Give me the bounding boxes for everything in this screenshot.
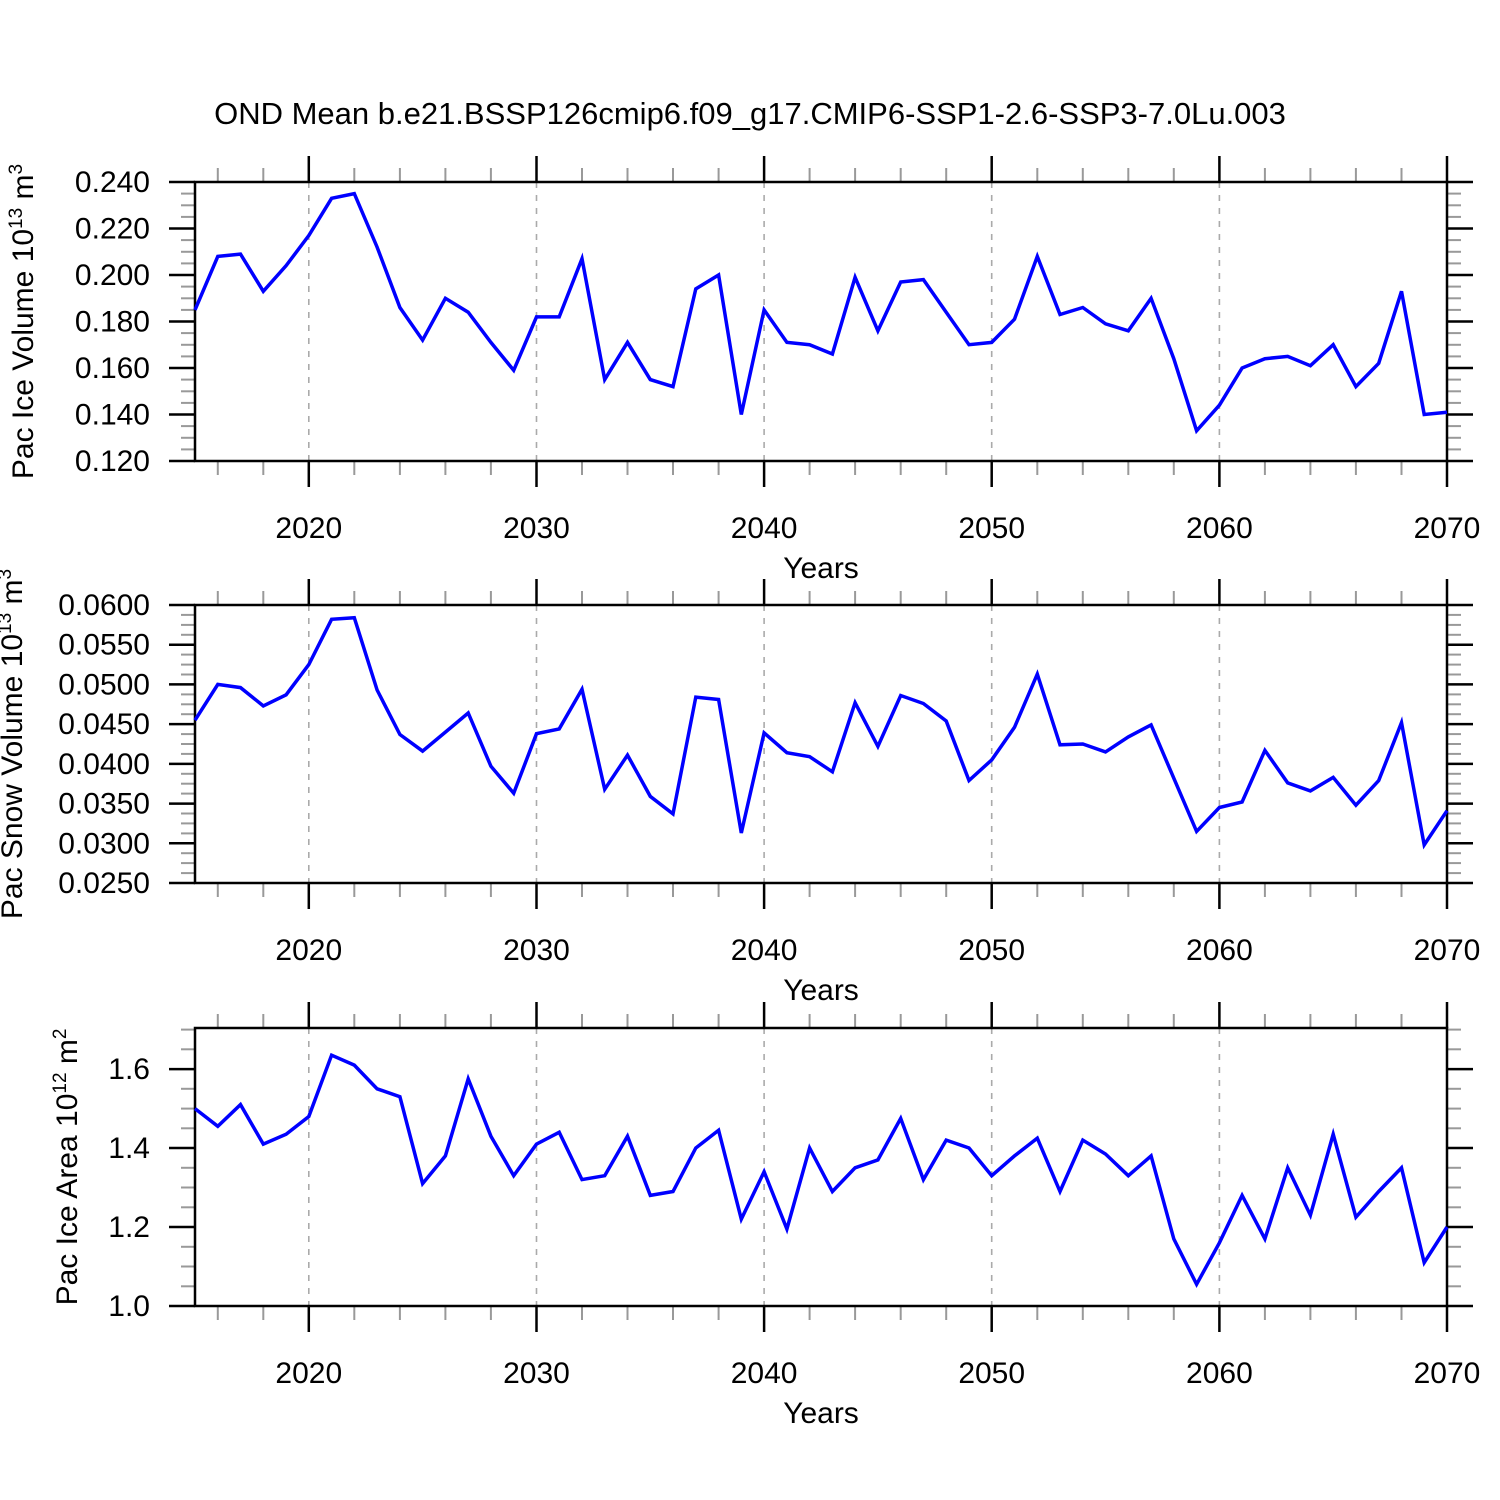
y-tick-label: 0.0250 [58, 867, 150, 900]
y-tick-label: 0.200 [75, 259, 150, 292]
x-tick-label: 2050 [958, 512, 1025, 545]
x-tick-label: 2060 [1186, 934, 1253, 967]
y-tick-label: 0.0550 [58, 629, 150, 662]
x-tick-label: 2060 [1186, 512, 1253, 545]
y-axis-title-superscript: 13 [0, 613, 16, 634]
x-tick-label: 2040 [731, 934, 798, 967]
y-axis-title-superscript: 13 [6, 208, 27, 229]
x-tick-label: 2030 [503, 512, 570, 545]
y-tick-label: 0.160 [75, 352, 150, 385]
x-tick-label: 2020 [275, 512, 342, 545]
y-axis-title-text: Pac Ice Volume 10 [7, 229, 40, 479]
y-tick-label: 1.0 [108, 1290, 150, 1323]
y-axis-title-text: Pac Snow Volume 10 [0, 634, 29, 919]
x-tick-label: 2050 [958, 1357, 1025, 1390]
y-axis-title-superscript: 3 [6, 164, 27, 175]
x-tick-label: 2070 [1414, 512, 1481, 545]
y-axis-title-superscript: 12 [50, 1072, 71, 1093]
plot-border [193, 1026, 1449, 1308]
y-tick-label: 0.0350 [58, 788, 150, 821]
x-tick-label: 2070 [1414, 1357, 1481, 1390]
y-tick-label: 0.0400 [58, 748, 150, 781]
y-tick-label: 0.0300 [58, 827, 150, 860]
y-tick-label: 0.140 [75, 399, 150, 432]
y-tick-label: 1.2 [108, 1211, 150, 1244]
y-axis-title: Pac Ice Area 1012 m2 [50, 1029, 84, 1306]
x-tick-label: 2040 [731, 512, 798, 545]
y-tick-label: 0.180 [75, 306, 150, 339]
y-axis-title: Pac Snow Volume 1013 m3 [0, 569, 29, 919]
y-axis-title-text: m [51, 1039, 84, 1072]
y-tick-label: 0.0600 [58, 589, 150, 622]
figure-title: OND Mean b.e21.BSSP126cmip6.f09_g17.CMIP… [214, 96, 1286, 131]
x-tick-label: 2020 [275, 1357, 342, 1390]
series-line [193, 615, 1449, 850]
y-axis-title-text: m [0, 579, 29, 612]
y-tick-label: 0.0500 [58, 668, 150, 701]
plot-border [193, 603, 1449, 885]
x-tick-label: 2030 [503, 934, 570, 967]
series-line [193, 191, 1448, 435]
y-tick-label: 1.4 [108, 1132, 150, 1165]
x-tick-label: 2030 [503, 1357, 570, 1390]
y-tick-label: 0.240 [75, 166, 150, 199]
x-tick-label: 2070 [1414, 934, 1481, 967]
y-axis-title: Pac Ice Volume 1013 m3 [6, 164, 40, 479]
x-tick-label: 2040 [731, 1357, 798, 1390]
plot-border [193, 180, 1449, 463]
y-tick-label: 0.220 [75, 213, 150, 246]
x-axis-title: Years [783, 974, 859, 1007]
y-axis-title-superscript: 3 [0, 569, 16, 580]
x-tick-label: 2060 [1186, 1357, 1253, 1390]
y-tick-label: 1.6 [108, 1053, 150, 1086]
y-tick-label: 0.120 [75, 445, 150, 478]
y-axis-title-superscript: 2 [50, 1029, 71, 1040]
x-axis-title: Years [783, 1397, 859, 1430]
y-tick-label: 0.0450 [58, 708, 150, 741]
y-axis-title-text: Pac Ice Area 10 [51, 1094, 84, 1306]
x-axis-title: Years [783, 552, 859, 585]
series-line [193, 1052, 1449, 1289]
y-axis-title-text: m [7, 174, 40, 207]
x-tick-label: 2050 [958, 934, 1025, 967]
x-tick-label: 2020 [275, 934, 342, 967]
